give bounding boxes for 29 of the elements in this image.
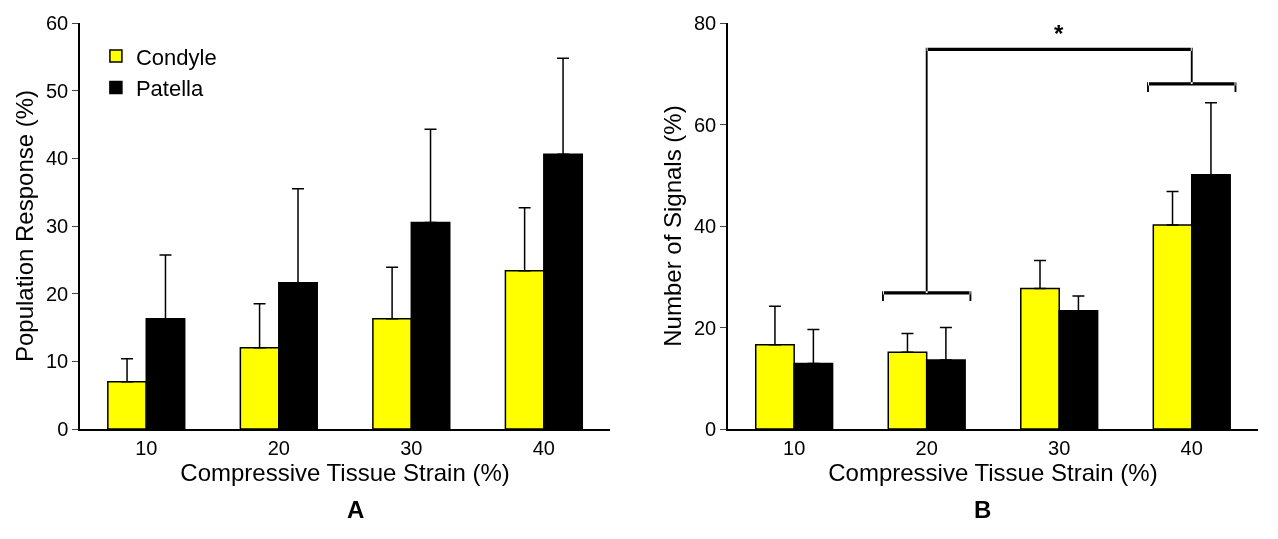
x-tick-label: 10 bbox=[135, 436, 158, 459]
y-tick-label: 20 bbox=[693, 316, 717, 339]
x-tick-label: 40 bbox=[1180, 436, 1203, 459]
x-axis-title: Compressive Tissue Strain (%) bbox=[828, 458, 1158, 486]
legend-label: Condyle bbox=[135, 44, 217, 70]
text: A bbox=[347, 496, 365, 523]
x-axis-title: Compressive Tissue Strain (%) bbox=[180, 458, 510, 486]
y-tick-label: 20 bbox=[46, 282, 69, 305]
x-tick-label: 10 bbox=[783, 436, 806, 459]
y-tick-label: 10 bbox=[46, 350, 69, 373]
y-tick-label: 30 bbox=[46, 215, 69, 237]
x-tick-label: 20 bbox=[267, 436, 290, 459]
x-tick-label: 30 bbox=[400, 436, 423, 459]
y-tick-label: 40 bbox=[693, 215, 717, 237]
legend-label: Patella bbox=[135, 76, 204, 102]
y-tick-label: 0 bbox=[705, 418, 717, 440]
y-axis-title: Population Response (%) bbox=[10, 89, 38, 363]
annotation: * bbox=[1054, 20, 1064, 47]
y-tick-label: 60 bbox=[46, 12, 69, 34]
text: B bbox=[974, 496, 992, 523]
x-tick-label: 40 bbox=[532, 436, 555, 459]
x-tick-label: 30 bbox=[1048, 436, 1071, 459]
y-tick-label: 80 bbox=[693, 12, 717, 34]
x-tick-label: 20 bbox=[915, 436, 938, 459]
y-tick-label: 50 bbox=[46, 79, 69, 102]
y-axis-title: Number of Signals (%) bbox=[658, 105, 686, 347]
y-tick-label: 60 bbox=[693, 113, 717, 136]
y-tick-label: 40 bbox=[46, 147, 69, 170]
y-tick-label: 0 bbox=[57, 418, 69, 440]
